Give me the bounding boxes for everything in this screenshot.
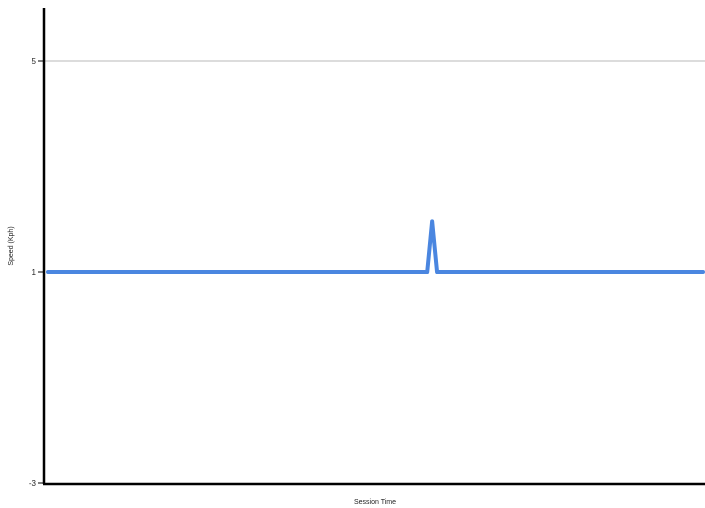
y-tick-label-1: 1 xyxy=(32,268,37,277)
y-ticks: -3 1 5 xyxy=(29,57,44,488)
y-tick-label-0: -3 xyxy=(29,479,37,488)
x-axis-title: Session Time xyxy=(354,499,396,506)
series-layer xyxy=(46,219,705,274)
axes xyxy=(42,8,705,486)
y-axis-title: Speed (Kph) xyxy=(8,226,15,265)
y-tick-label-2: 5 xyxy=(32,57,37,66)
series-line-0 xyxy=(46,219,705,274)
